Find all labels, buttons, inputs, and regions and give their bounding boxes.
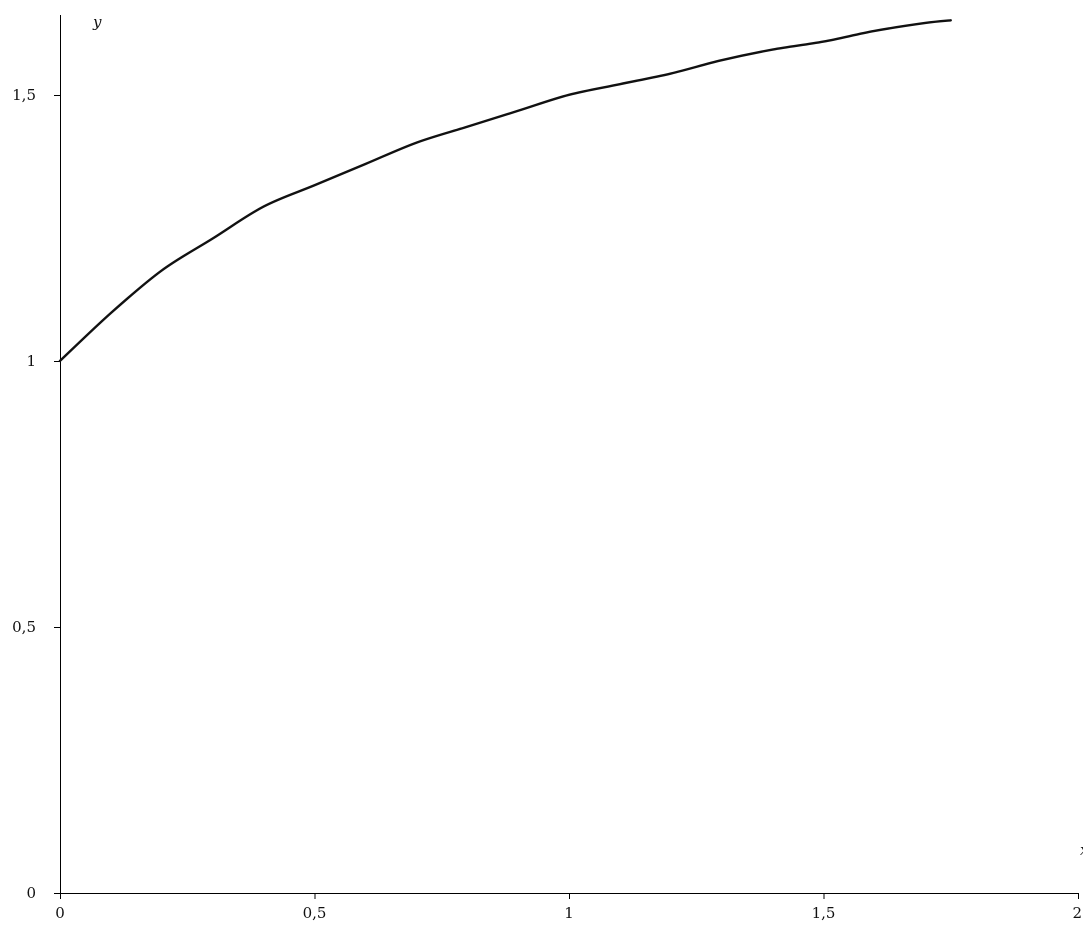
- x-axis-ticks: 0 0,5 1 1,5 2: [55, 893, 1082, 922]
- y-tick-label: 1,5: [12, 86, 36, 104]
- y-tick-label: 0,5: [12, 618, 36, 636]
- x-tick-label: 2: [1072, 904, 1082, 922]
- y-tick-label: 0: [26, 884, 36, 902]
- x-tick-label: 1: [564, 904, 574, 922]
- y-tick-label: 1: [26, 352, 36, 370]
- axes: [60, 15, 1078, 894]
- series: [58, 19, 952, 363]
- x-tick-label: 0: [55, 904, 65, 922]
- y-axis-label: y: [92, 13, 102, 31]
- x-tick-label: 0,5: [303, 904, 327, 922]
- x-axis-label: x: [1080, 841, 1083, 859]
- x-tick-label: 1,5: [812, 904, 836, 922]
- y-axis-ticks: 0 0,5 1 1,5: [12, 86, 60, 902]
- series-line: [58, 19, 952, 363]
